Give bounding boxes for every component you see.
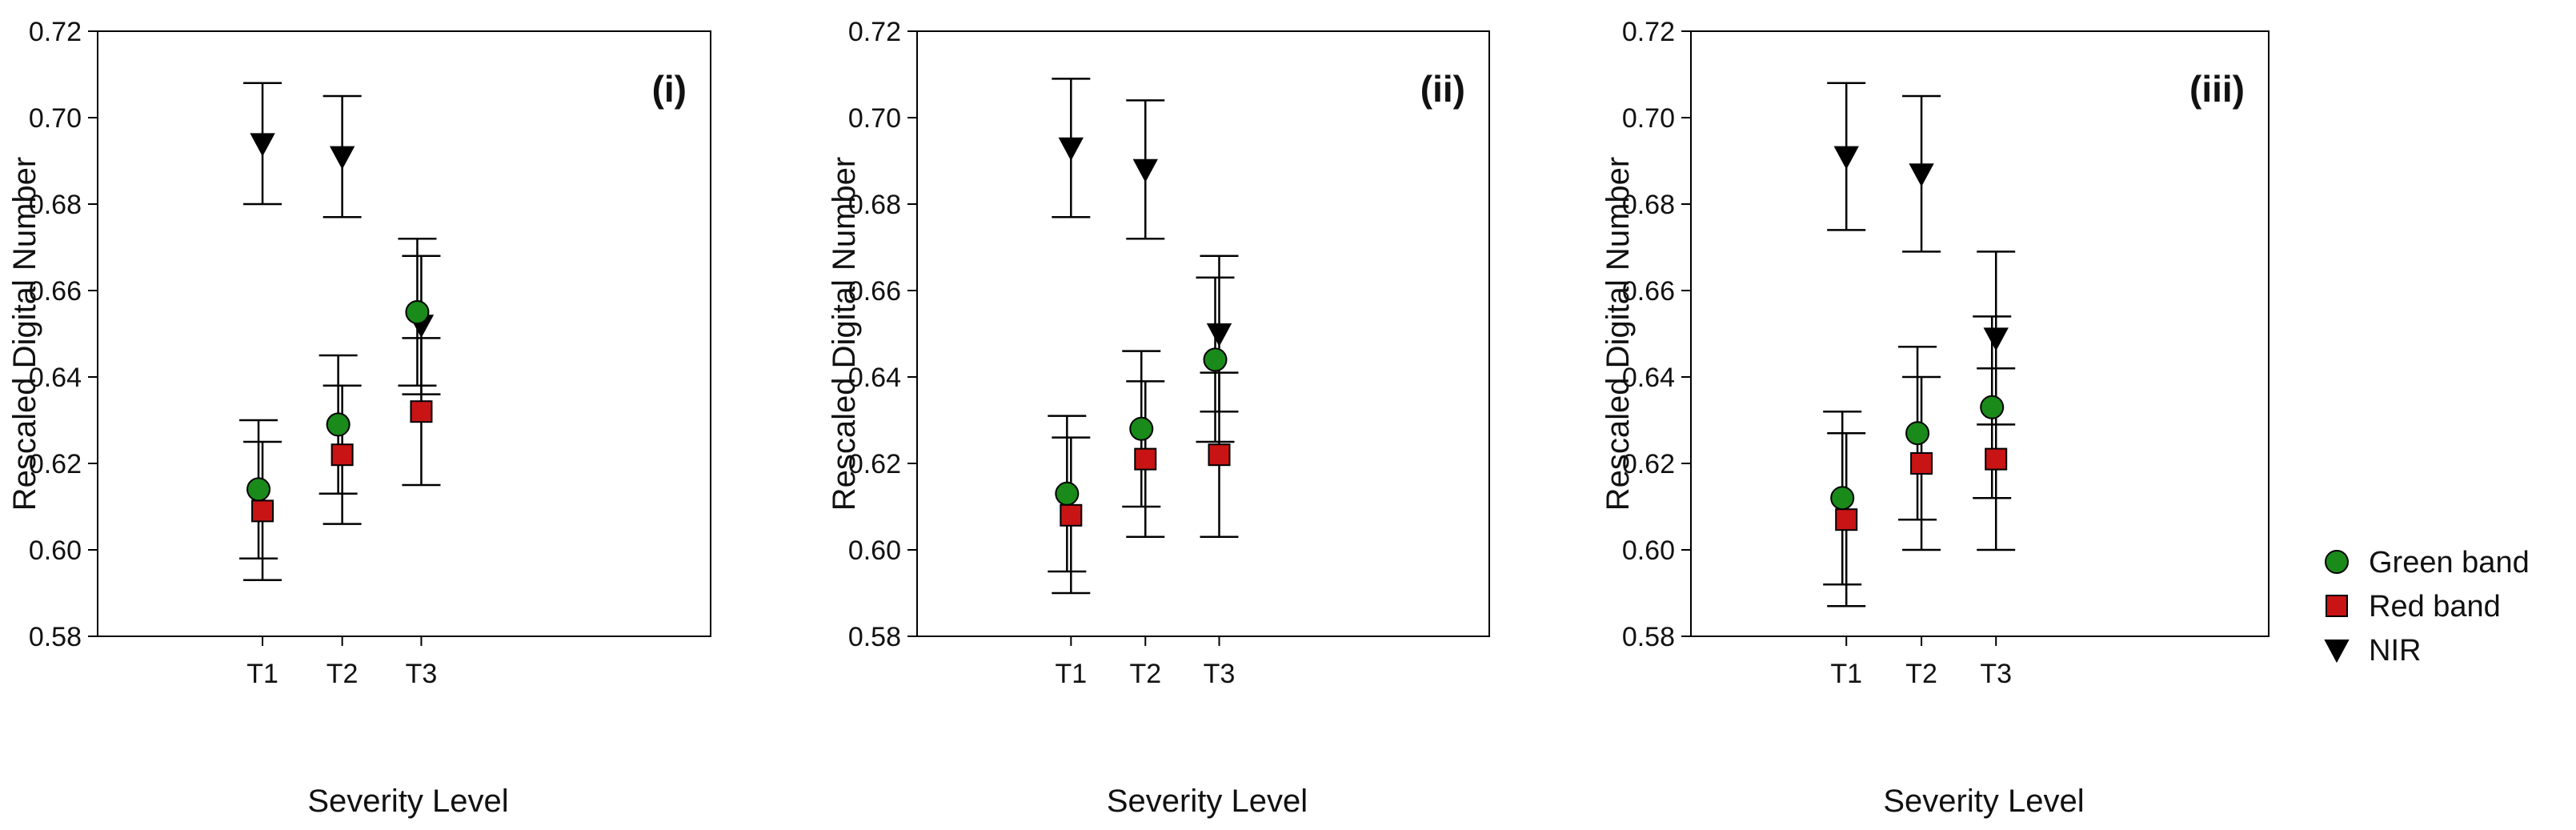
y-axis-label: Rescaled Digital Number	[827, 157, 862, 511]
y-tick-label: 0.64	[29, 363, 82, 393]
y-tick-label: 0.72	[848, 17, 901, 47]
y-tick-label: 0.60	[848, 535, 901, 566]
data-point	[1985, 447, 2008, 471]
x-tick-label: T1	[1055, 659, 1087, 689]
chart-panel: 0.58 0.60 0.62 0.64 0.66 0.68 0.70 0.72 T1 T2 T3 Se…	[7, 17, 711, 819]
x-tick-label: T3	[406, 659, 438, 689]
data-point	[1830, 486, 1855, 511]
data-point	[1206, 323, 1232, 347]
x-tick-label: T2	[1905, 659, 1937, 689]
data-point	[1909, 163, 1934, 187]
y-tick-label: 0.64	[1622, 363, 1675, 393]
data-point	[1208, 443, 1231, 467]
y-tick-label: 0.66	[848, 276, 901, 307]
data-point	[410, 400, 433, 423]
data-point	[1980, 395, 2005, 419]
data-point	[405, 300, 430, 324]
x-axis-label: Severity Level	[1107, 784, 1308, 819]
y-tick-label: 0.62	[29, 449, 82, 479]
data-point	[1833, 146, 1859, 170]
data-point	[329, 146, 355, 170]
y-tick-label: 0.72	[29, 17, 82, 47]
y-axis-label: Rescaled Digital Number	[1600, 157, 1636, 511]
chart-panels: 0.58 0.60 0.62 0.64 0.66 0.68 0.70 0.72 T1 T2 T3 Se…	[7, 17, 2270, 819]
chart-panel: 0.58 0.60 0.62 0.64 0.66 0.68 0.70 0.72 T1 T2 T3 Se…	[827, 17, 1490, 819]
y-tick-label: 0.66	[1622, 276, 1675, 307]
x-tick-label: T2	[1129, 659, 1161, 689]
chart-panel: 0.58 0.60 0.62 0.64 0.66 0.68 0.70 0.72 T1 T2 T3 Se…	[1600, 17, 2270, 819]
legend-marker	[2324, 640, 2350, 664]
plot-frame	[916, 30, 1490, 637]
y-tick-label: 0.58	[29, 622, 82, 652]
panel-label: (i)	[652, 68, 687, 110]
panel-label: (ii)	[1420, 68, 1465, 110]
data-point	[331, 443, 354, 467]
y-tick-label: 0.66	[29, 276, 82, 307]
y-tick-label: 0.72	[1622, 17, 1675, 47]
y-tick-label: 0.70	[29, 103, 82, 134]
data-point	[246, 477, 271, 502]
data-point	[1983, 327, 2009, 351]
x-tick-label: T2	[327, 659, 359, 689]
data-point	[1905, 421, 1930, 446]
y-tick-label: 0.70	[848, 103, 901, 134]
y-tick-label: 0.68	[29, 190, 82, 220]
x-tick-label: T1	[246, 659, 278, 689]
y-tick-label: 0.64	[848, 363, 901, 393]
y-tick-label: 0.68	[848, 190, 901, 220]
legend-marker	[2325, 550, 2349, 574]
data-point	[251, 499, 274, 523]
legend: Green band Red band NIR	[2324, 546, 2530, 668]
y-tick-label: 0.58	[848, 622, 901, 652]
legend-label: Red band	[2369, 590, 2501, 624]
x-axis-label: Severity Level	[1883, 784, 2084, 819]
x-axis-label: Severity Level	[307, 784, 508, 819]
data-point	[1055, 481, 1080, 506]
x-tick-label: T3	[1980, 659, 2012, 689]
y-tick-label: 0.58	[1622, 622, 1675, 652]
data-point	[1132, 158, 1158, 182]
data-point	[1060, 503, 1083, 527]
data-point	[1058, 137, 1084, 161]
legend-label: NIR	[2369, 634, 2421, 668]
x-tick-label: T3	[1204, 659, 1236, 689]
plot-frame	[97, 30, 711, 637]
y-tick-label: 0.60	[1622, 535, 1675, 566]
y-tick-label: 0.70	[1622, 103, 1675, 134]
data-point	[250, 133, 275, 157]
data-point	[1203, 347, 1228, 372]
legend-label: Green band	[2369, 546, 2530, 579]
x-tick-label: T1	[1830, 659, 1862, 689]
y-axis-label: Rescaled Digital Number	[7, 157, 42, 511]
y-tick-label: 0.62	[1622, 449, 1675, 479]
panel-label: (iii)	[2189, 68, 2245, 110]
y-tick-label: 0.68	[1622, 190, 1675, 220]
data-point	[1129, 416, 1154, 441]
data-point	[1835, 508, 1858, 531]
data-point	[1134, 447, 1157, 471]
data-point	[326, 412, 351, 437]
legend-marker	[2326, 595, 2348, 617]
plot-frame	[1690, 30, 2270, 637]
y-tick-label: 0.62	[848, 449, 901, 479]
y-tick-label: 0.60	[29, 535, 82, 566]
data-point	[1910, 452, 1933, 475]
